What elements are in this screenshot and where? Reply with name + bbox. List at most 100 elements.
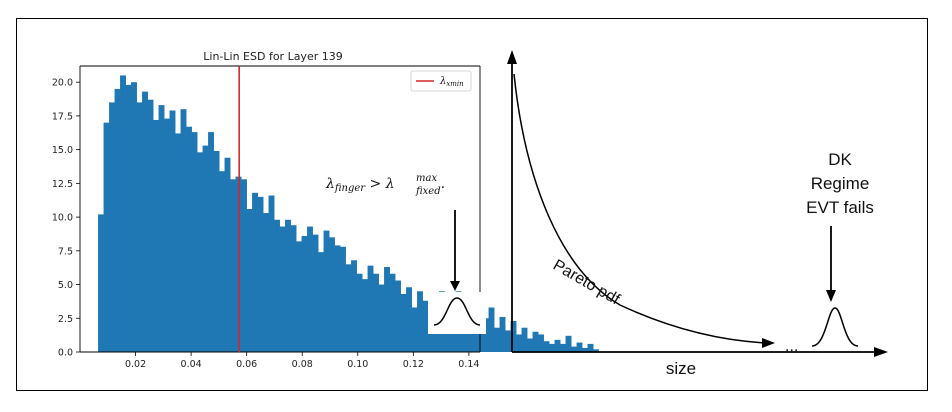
y-tick-label: 5.0	[58, 280, 73, 291]
histogram-bar	[120, 75, 126, 352]
histogram-bar	[213, 150, 220, 352]
histogram-bars	[98, 75, 599, 353]
histogram-bar	[576, 342, 583, 352]
histogram-bar	[549, 343, 555, 352]
histogram-bar	[186, 126, 192, 353]
dk-arrow-head	[826, 290, 836, 302]
histogram-bar	[488, 307, 495, 352]
histogram-bar	[125, 84, 132, 352]
histogram-bar	[191, 132, 198, 352]
histogram-bar	[505, 330, 511, 352]
pareto-pdf-label: Pareto pdf	[550, 257, 623, 309]
y-axis-arrowhead	[507, 50, 517, 64]
lambda-finger-annotation: λfinger > λ max fixed.	[325, 173, 445, 197]
histogram-bar	[527, 338, 533, 352]
y-tick-label: 0.0	[58, 348, 73, 359]
histogram-bar	[521, 327, 528, 352]
histogram-bar	[142, 91, 148, 352]
y-tick-label: 7.5	[58, 246, 73, 257]
dk-regime-bump	[811, 307, 859, 347]
callout-line-3: EVT fails	[806, 198, 874, 217]
histogram-bar	[334, 245, 341, 352]
finger-bump-curve	[433, 297, 481, 326]
histogram-bar	[131, 82, 137, 352]
x-tick-label: 0.14	[458, 359, 479, 370]
finger-bump-box	[428, 292, 486, 334]
histogram-bar	[367, 265, 374, 352]
histogram-bar	[197, 152, 203, 352]
histogram-bar	[329, 237, 335, 352]
histogram-bar	[499, 316, 506, 352]
histogram-bar	[395, 280, 401, 352]
histogram-bar	[554, 339, 561, 352]
callout-line-1: DK	[828, 150, 852, 169]
histogram-bar	[296, 241, 302, 352]
histogram-bar	[241, 179, 247, 352]
histogram-bar	[153, 119, 159, 353]
histogram-bar	[246, 209, 253, 352]
x-axis-label: size	[666, 359, 696, 378]
histogram-bar	[169, 110, 176, 353]
histogram-bar	[263, 213, 269, 352]
x-tick-label: 0.10	[347, 359, 368, 370]
histogram-bar	[323, 230, 330, 352]
histogram-bar	[593, 349, 599, 352]
histogram-bar	[417, 291, 423, 352]
histogram-bar	[494, 327, 500, 352]
histogram-bar	[114, 88, 121, 353]
y-tick-label: 20.0	[52, 78, 73, 89]
x-tick-label: 0.04	[181, 359, 202, 370]
histogram-bar	[516, 334, 522, 352]
pareto-curve	[513, 73, 767, 344]
y-tick-label: 2.5	[58, 314, 73, 325]
histogram-bar	[400, 293, 407, 352]
legend: λxmin	[410, 70, 472, 92]
ellipsis: ...	[785, 338, 798, 355]
histogram-bar	[180, 109, 187, 352]
histogram-bar	[571, 346, 577, 352]
histogram-bar	[257, 196, 264, 352]
histogram-bar	[279, 226, 286, 352]
histogram-bar	[136, 102, 143, 352]
x-tick-label: 0.02	[125, 359, 146, 370]
histogram-bar	[406, 287, 412, 352]
histogram-bar	[109, 102, 115, 352]
histogram-bar	[384, 267, 390, 352]
histogram-bar	[285, 219, 291, 352]
histogram-bar	[587, 343, 594, 352]
y-tick-label: 10.0	[52, 213, 73, 224]
finger-arrow-head	[450, 281, 460, 291]
x-tick-label: 0.08	[292, 359, 313, 370]
histogram-bar	[389, 273, 396, 352]
x-tick-label: 0.06	[236, 359, 257, 370]
histogram-bar	[164, 118, 170, 352]
histogram-bar	[340, 246, 346, 352]
histogram-bar	[230, 179, 236, 352]
x-axis-ticks: 0.02 0.04 0.06 0.08 0.10 0.12 0.14	[125, 352, 479, 370]
y-tick-label: 17.5	[52, 111, 73, 122]
histogram-bar	[318, 252, 324, 352]
histogram-bar	[219, 171, 225, 352]
histogram-bar	[301, 235, 308, 352]
histogram-bar	[351, 260, 357, 352]
histogram-bar	[373, 273, 379, 352]
histogram-bar	[312, 234, 319, 352]
histogram-bar	[538, 334, 544, 352]
histogram-bar	[290, 225, 297, 352]
histogram-bar	[103, 122, 110, 352]
histogram-bar	[268, 195, 275, 352]
legend-label: λxmin	[439, 76, 464, 88]
histogram-bar	[411, 307, 418, 352]
histogram-bar	[202, 145, 209, 352]
callout-line-2: Regime	[811, 174, 870, 193]
histogram-bar	[565, 335, 572, 352]
pareto-curve-arrowhead	[762, 338, 775, 348]
histogram-bar	[532, 331, 539, 352]
histogram-bar	[582, 347, 588, 352]
histogram-bar	[378, 284, 385, 352]
histogram-bar	[158, 105, 165, 353]
y-tick-label: 15.0	[52, 145, 73, 156]
histogram-bar	[543, 341, 550, 352]
